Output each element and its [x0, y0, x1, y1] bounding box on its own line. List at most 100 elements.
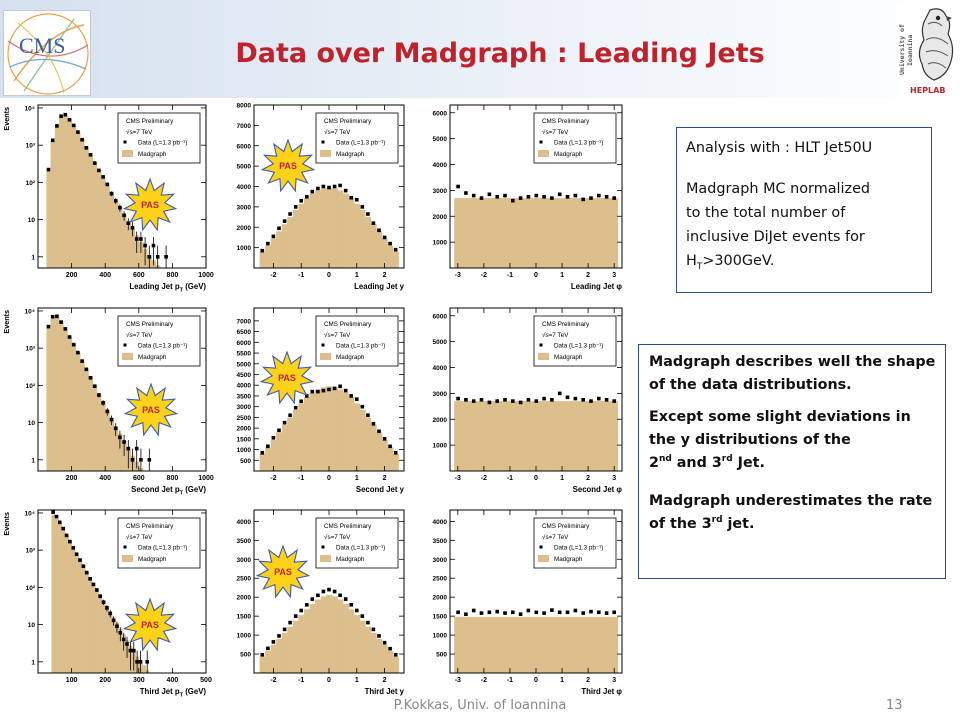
data-point: [366, 620, 370, 625]
pas-stamp: PAS: [122, 597, 178, 652]
mc-bar: [602, 401, 611, 471]
data-point: [511, 399, 515, 403]
mc-bar: [359, 209, 366, 268]
data-point: [101, 175, 105, 179]
data-point: [92, 161, 97, 165]
data-point: [105, 409, 110, 414]
mc-bar: [594, 198, 604, 268]
x-tick-label: -2: [481, 272, 487, 279]
mc-bar: [563, 198, 572, 268]
mc-bar: [292, 620, 299, 673]
data-point: [366, 413, 370, 417]
y-tick-label: 1000: [237, 245, 252, 252]
data-point: [46, 167, 51, 172]
legend-mc: Madgraph: [554, 151, 583, 158]
page-title: Data over Madgraph : Leading Jets: [235, 38, 765, 69]
data-point: [51, 510, 55, 514]
y-tick-label: 2000: [237, 225, 252, 232]
data-point: [121, 637, 126, 642]
y-tick-label: 10: [28, 217, 36, 224]
y-tick-label: 1500: [433, 614, 448, 621]
data-point: [589, 609, 593, 614]
y-tick-label: 500: [240, 652, 251, 659]
data-point: [471, 608, 476, 613]
mc-bar: [67, 119, 72, 268]
data-point: [542, 195, 546, 199]
data-point: [122, 440, 126, 444]
mc-bar: [281, 424, 288, 471]
conclusion-deviations: Except some slight deviations in the y d…: [649, 409, 911, 471]
data-point: [366, 212, 370, 216]
mc-bar: [101, 177, 106, 268]
mc-bar: [579, 616, 588, 673]
data-point: [288, 413, 292, 417]
legend-energy: √s=7 TeV: [324, 129, 351, 136]
data-point: [81, 564, 86, 568]
mc-bar: [113, 426, 119, 471]
mc-bar: [508, 616, 518, 673]
y-tick-label: 500: [436, 652, 447, 659]
histogram-svg: 1 10 10² 10³ 10⁴ 200 400 600 800 1000 Second Jet p…: [2, 307, 214, 497]
mc-bar: [571, 616, 580, 673]
y-tick-label: 1000: [433, 633, 448, 640]
y-tick-label: 4000: [433, 162, 448, 169]
y-tick-label: 3000: [237, 557, 252, 564]
mc-bar: [516, 616, 525, 673]
data-point: [581, 197, 585, 202]
data-point: [464, 191, 468, 195]
x-tick-label: -2: [270, 475, 276, 482]
mc-bar: [75, 131, 81, 268]
mc-bar: [88, 376, 93, 471]
mc-bar: [265, 245, 272, 268]
pas-stamp-label: PAS: [274, 567, 292, 577]
histogram-svg: 1 10 10² 10³ 10⁴ 100 200 300 400 500 Third Jet pT …: [2, 509, 212, 699]
data-point: [288, 212, 292, 216]
x-tick-label: -2: [481, 677, 487, 684]
y-tick-label: 10⁴: [25, 308, 35, 315]
mc-bar: [563, 616, 572, 673]
data-point: [388, 241, 392, 246]
data-point: [305, 603, 309, 607]
data-point: [565, 395, 570, 400]
legend-mc: Madgraph: [138, 151, 167, 158]
legend: CMS Preliminary √s=7 TeV Data (L=1.3 pb⁻¹)…: [533, 315, 617, 367]
x-tick-label: -1: [298, 677, 304, 684]
mc-bar: [270, 238, 277, 268]
mc-bar: [81, 565, 86, 673]
mc-bar: [485, 401, 494, 471]
data-point: [321, 184, 326, 189]
y-tick-label: 3000: [433, 188, 448, 195]
legend-energy: √s=7 TeV: [126, 332, 153, 339]
mc-bar: [348, 197, 355, 268]
mc-bar: [109, 192, 114, 268]
legend-data: Data (L=1.3 pb⁻¹): [554, 545, 603, 552]
y-tick-label: 6000: [237, 340, 252, 347]
footer-author: P.Kokkas, Univ. of Ioannina: [393, 698, 567, 713]
x-tick-label: 400: [167, 677, 179, 684]
mc-bar: [501, 616, 510, 673]
data-point: [612, 399, 616, 403]
y-tick-label: 10³: [26, 346, 36, 353]
data-point: [456, 184, 460, 189]
legend: CMS Preliminary √s=7 TeV Data (L=1.3 pb⁻¹)…: [117, 315, 201, 367]
x-tick-label: 0: [327, 677, 331, 684]
mc-bar: [320, 387, 327, 471]
analysis-info-box: Analysis with : HLT Jet50U Madgraph MC n…: [676, 127, 932, 293]
mc-bar: [80, 360, 85, 471]
mc-bar: [454, 198, 463, 268]
y-tick-label: 1000: [433, 443, 448, 450]
mc-bar: [485, 616, 494, 673]
x-tick-label: 600: [133, 272, 145, 279]
mc-bar: [126, 221, 131, 268]
x-tick-label: -1: [507, 475, 513, 482]
x-tick-label: -1: [298, 272, 304, 279]
data-point: [143, 243, 147, 248]
mc-bar: [387, 651, 394, 673]
mc-bar: [594, 616, 604, 673]
legend-mc: Madgraph: [138, 556, 167, 563]
pas-stamp-label: PAS: [279, 161, 297, 171]
data-point: [101, 401, 105, 405]
x-tick-label: 2: [586, 677, 590, 684]
data-point: [371, 422, 376, 426]
mc-bar: [63, 328, 68, 471]
